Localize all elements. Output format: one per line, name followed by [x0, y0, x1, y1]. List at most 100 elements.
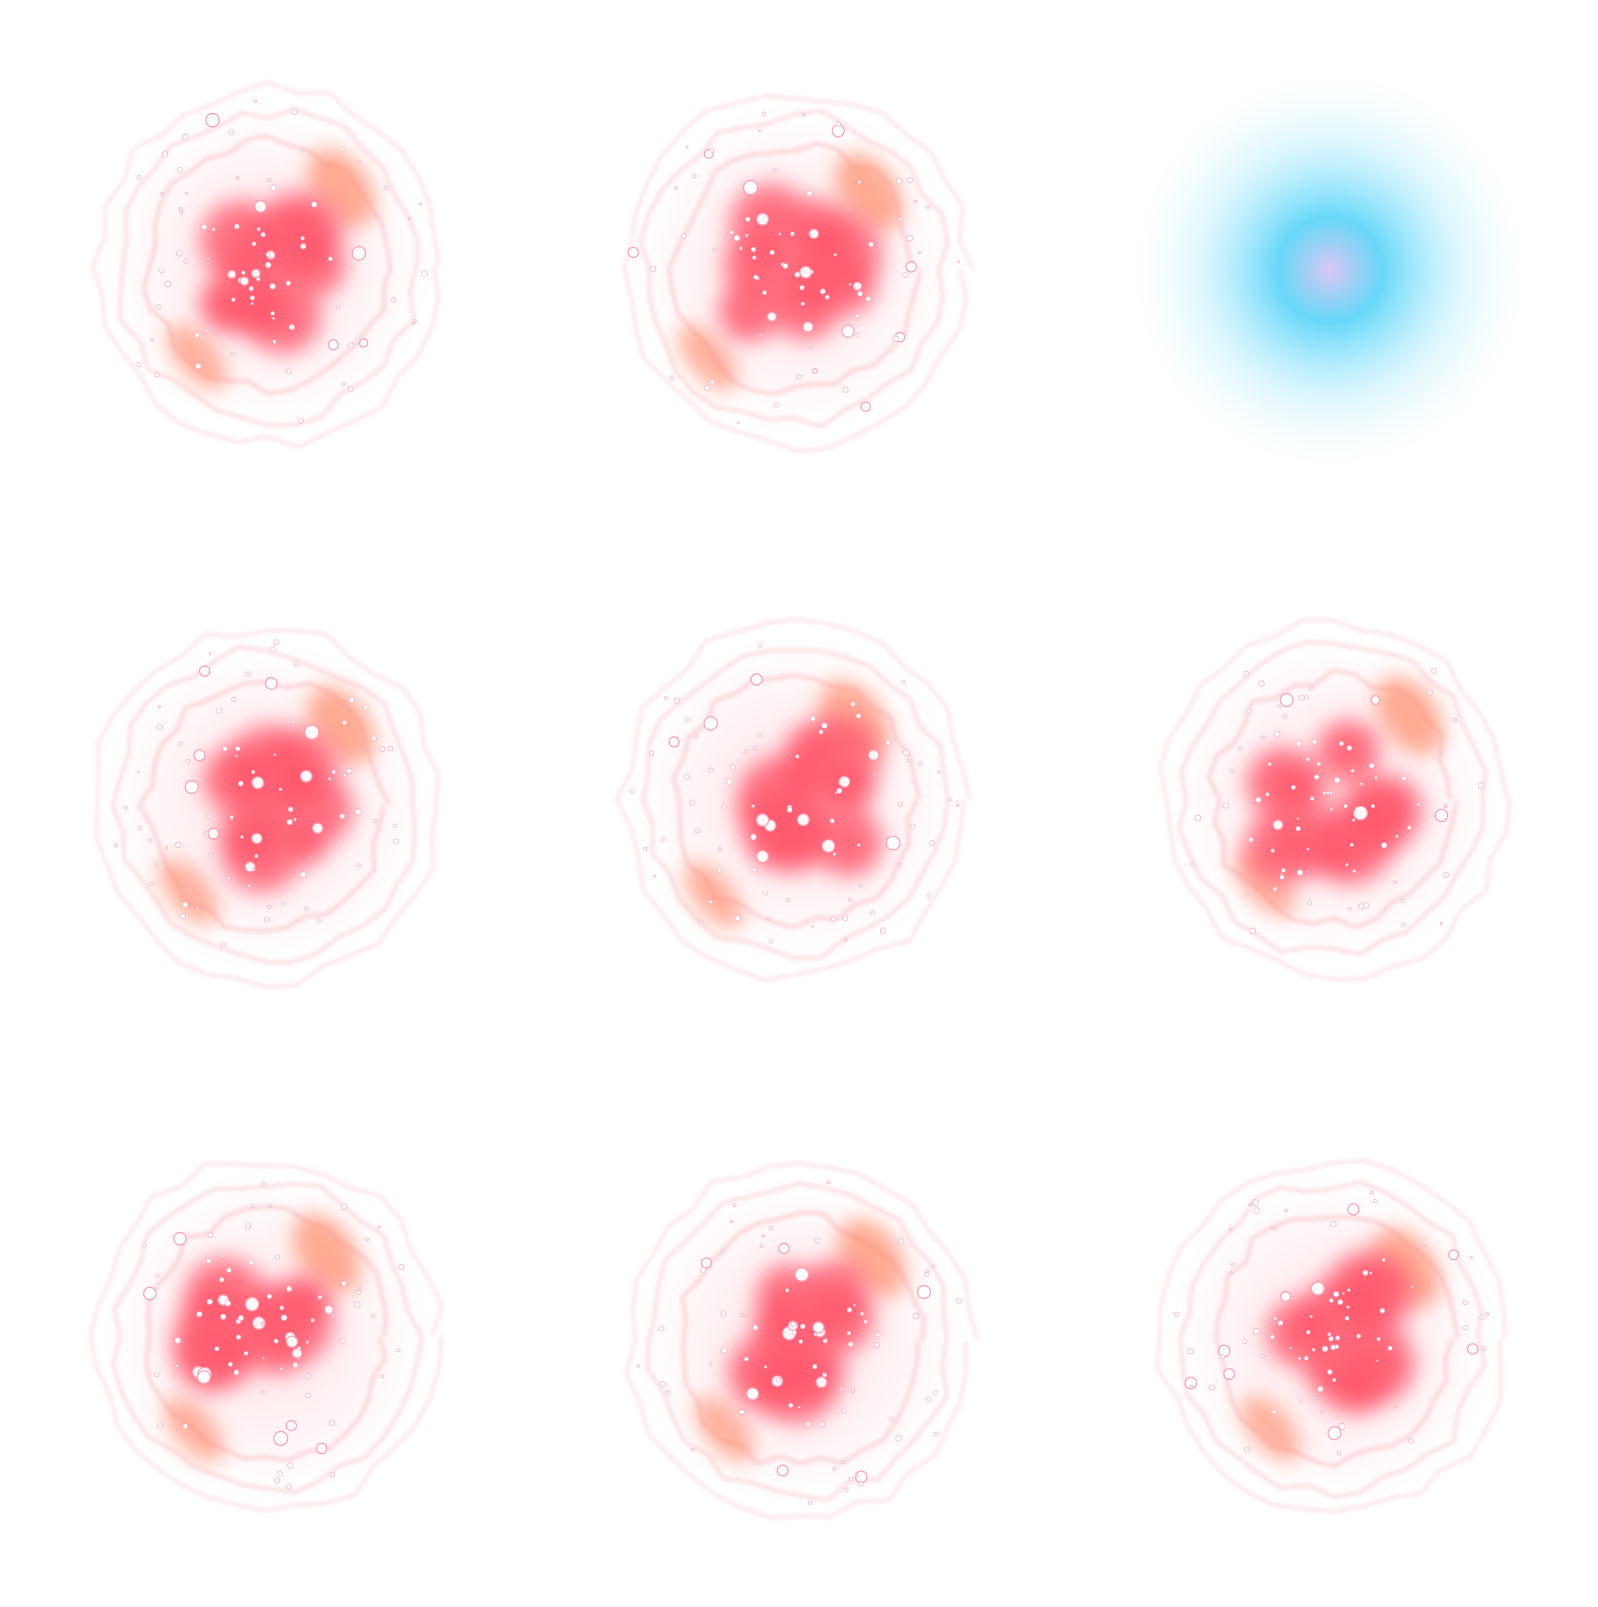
sparkle [281, 1315, 287, 1321]
sparkle [1323, 792, 1326, 795]
sparkle [1370, 1191, 1373, 1194]
sparkle [183, 1424, 188, 1429]
sparkle [702, 1258, 712, 1268]
sparkle [1396, 835, 1399, 838]
sparkle [159, 268, 164, 273]
sparkle [1328, 1427, 1341, 1440]
sparkle [222, 943, 226, 947]
sparkle [287, 1336, 298, 1347]
sparkle [288, 1463, 293, 1468]
sparkle [1219, 1345, 1230, 1356]
sparkle [242, 271, 246, 275]
sparkle [751, 674, 762, 685]
sparkle [397, 1349, 400, 1352]
sparkle [1363, 1270, 1368, 1275]
sparkle [255, 201, 267, 213]
sparkle [843, 387, 848, 392]
sparkle [1242, 1339, 1247, 1344]
sparkle [691, 1448, 694, 1451]
sparkle [291, 109, 297, 115]
glow-orb-sprite [1064, 0, 1596, 535]
sparkle [1230, 769, 1234, 773]
sparkle [733, 1204, 736, 1207]
sparkle [1278, 1320, 1283, 1325]
sparkle [280, 1306, 284, 1310]
sparkle [1454, 718, 1457, 721]
sparkle [1329, 1336, 1334, 1341]
sparkle [409, 217, 411, 219]
sparkle [142, 1244, 146, 1248]
sparkle [249, 1261, 254, 1266]
sparkle [855, 314, 859, 318]
sparkle [286, 281, 291, 286]
sparkle [235, 746, 240, 751]
sparkle [853, 1304, 855, 1306]
sparkle [174, 1233, 186, 1245]
sparkle [270, 283, 276, 289]
sparkle [857, 154, 860, 157]
sparkle [1273, 887, 1277, 891]
sparkle [1311, 1282, 1324, 1295]
sparkle [751, 247, 756, 252]
sparkle [710, 380, 715, 385]
sparkle [214, 1253, 217, 1256]
sparkle [197, 906, 199, 908]
sparkle [178, 167, 183, 172]
sparkle [148, 839, 152, 843]
sparkle [1443, 872, 1448, 877]
sparkle [288, 807, 293, 812]
sparkle [1273, 820, 1283, 830]
sparkle [918, 1286, 931, 1299]
sparkle [1291, 785, 1295, 789]
sparkle [328, 257, 332, 261]
sparkle [1250, 928, 1256, 934]
sparkle [831, 917, 836, 922]
sparkle [250, 296, 255, 301]
sparkle [268, 179, 271, 182]
sparkle [721, 1348, 727, 1354]
sparkle [810, 347, 813, 350]
sparkle [1317, 762, 1321, 766]
sparkle [1315, 1397, 1318, 1400]
sparkle [752, 868, 756, 872]
sparkle [722, 805, 726, 809]
sparkle [1296, 741, 1301, 746]
sparkle [179, 742, 182, 745]
sparkle [1190, 862, 1194, 866]
sparkle [228, 270, 236, 278]
magic-burst-sprite [532, 1070, 1064, 1605]
sparkle [957, 261, 959, 263]
sparkle [1297, 870, 1303, 876]
sparkle [1330, 1221, 1336, 1227]
sparkle [856, 714, 861, 719]
sparkle [849, 283, 851, 285]
sparkle [360, 339, 368, 347]
sparkle [1352, 819, 1355, 822]
sparkle [1304, 1356, 1308, 1360]
sparkle [764, 1365, 767, 1368]
sparkle [859, 885, 861, 887]
sparkle [847, 1308, 852, 1313]
sparkle [745, 853, 747, 855]
sparkle [692, 174, 696, 178]
sparkle [823, 1373, 827, 1377]
sparkle [851, 1389, 854, 1392]
sparkle [874, 1342, 879, 1347]
sparkle [306, 1374, 311, 1379]
sparkle [206, 114, 219, 127]
sparkle [197, 1311, 203, 1317]
sparkle [918, 252, 920, 254]
sparkle [158, 706, 160, 708]
sparkle [1371, 696, 1380, 705]
sparkle [363, 705, 368, 710]
sparkle [956, 804, 959, 807]
sparkle [904, 273, 909, 278]
sparkle [1271, 849, 1275, 853]
sparkle [696, 829, 700, 833]
sparkle [832, 125, 844, 137]
sparkle [351, 267, 353, 269]
sparkle [851, 702, 856, 707]
sparkle [666, 1390, 670, 1394]
sparkle [819, 730, 823, 734]
sparkle [1266, 793, 1270, 797]
